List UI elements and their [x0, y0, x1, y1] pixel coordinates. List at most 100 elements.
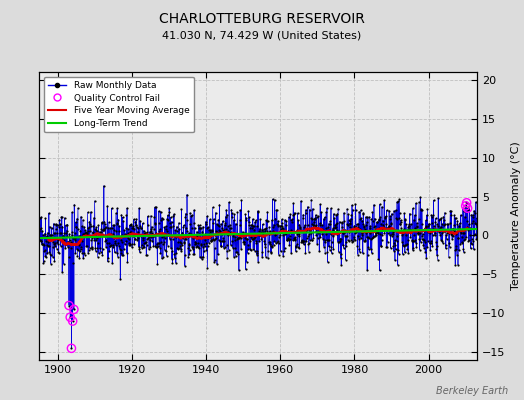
Point [313, 214, 321, 220]
Point [319, 236, 327, 242]
Point [416, 246, 424, 253]
Point [446, 208, 454, 214]
Point [453, 220, 461, 227]
Point [159, 232, 168, 239]
Point [436, 232, 444, 238]
Point [217, 230, 226, 237]
Point [38, 241, 46, 247]
Point [151, 230, 160, 237]
Point [324, 224, 332, 230]
Point [117, 212, 126, 218]
Point [367, 236, 376, 242]
Point [194, 225, 203, 232]
Point [89, 223, 97, 229]
Point [248, 236, 257, 242]
Point [369, 233, 378, 240]
Point [274, 218, 282, 224]
Point [215, 223, 223, 230]
Point [420, 244, 428, 251]
Point [60, 237, 68, 244]
Point [417, 239, 425, 245]
Point [320, 228, 329, 234]
Point [384, 224, 392, 231]
Point [332, 227, 341, 234]
Point [462, 234, 470, 240]
Point [179, 222, 188, 228]
Point [385, 207, 394, 214]
Point [241, 230, 249, 236]
Point [36, 214, 45, 221]
Point [219, 238, 227, 245]
Point [469, 214, 477, 220]
Point [454, 235, 463, 241]
Point [102, 237, 111, 243]
Point [305, 240, 313, 246]
Point [391, 257, 399, 264]
Point [452, 230, 460, 237]
Point [446, 220, 454, 226]
Point [392, 238, 401, 244]
Point [452, 246, 460, 252]
Point [406, 210, 414, 217]
Point [352, 224, 360, 230]
Point [423, 222, 432, 229]
Point [175, 226, 183, 232]
Point [72, 224, 81, 230]
Point [413, 230, 422, 236]
Point [245, 222, 254, 228]
Point [343, 233, 351, 240]
Point [437, 215, 445, 221]
Point [141, 239, 150, 246]
Point [220, 237, 228, 244]
Point [152, 204, 160, 210]
Point [433, 242, 442, 249]
Point [71, 234, 79, 241]
Point [456, 226, 464, 232]
Point [414, 230, 423, 236]
Point [178, 242, 186, 248]
Point [68, 232, 77, 238]
Point [265, 224, 274, 230]
Point [160, 238, 168, 245]
Point [306, 227, 314, 234]
Point [96, 233, 105, 239]
Point [264, 217, 272, 224]
Point [322, 225, 330, 231]
Point [308, 236, 316, 243]
Point [247, 234, 256, 241]
Point [238, 232, 246, 238]
Point [284, 228, 292, 234]
Point [417, 236, 425, 242]
Point [390, 208, 398, 214]
Point [289, 200, 298, 206]
Point [233, 236, 241, 242]
Point [344, 222, 352, 228]
Point [430, 232, 439, 238]
Point [158, 216, 167, 222]
Point [173, 228, 181, 234]
Point [235, 234, 244, 241]
Point [119, 252, 127, 258]
Point [396, 221, 404, 228]
Point [263, 227, 271, 234]
Point [80, 224, 89, 230]
Point [280, 227, 288, 233]
Point [89, 230, 97, 236]
Point [397, 218, 405, 225]
Point [53, 230, 61, 236]
Point [296, 225, 304, 232]
Point [376, 201, 384, 208]
Point [179, 235, 187, 242]
Point [96, 245, 104, 252]
Point [362, 222, 370, 228]
Point [332, 221, 340, 228]
Point [54, 249, 63, 255]
Point [357, 230, 366, 236]
Point [48, 238, 57, 245]
Point [124, 229, 133, 236]
Point [458, 205, 467, 211]
Point [435, 227, 443, 233]
Point [48, 232, 56, 238]
Point [159, 254, 167, 260]
Point [56, 230, 64, 236]
